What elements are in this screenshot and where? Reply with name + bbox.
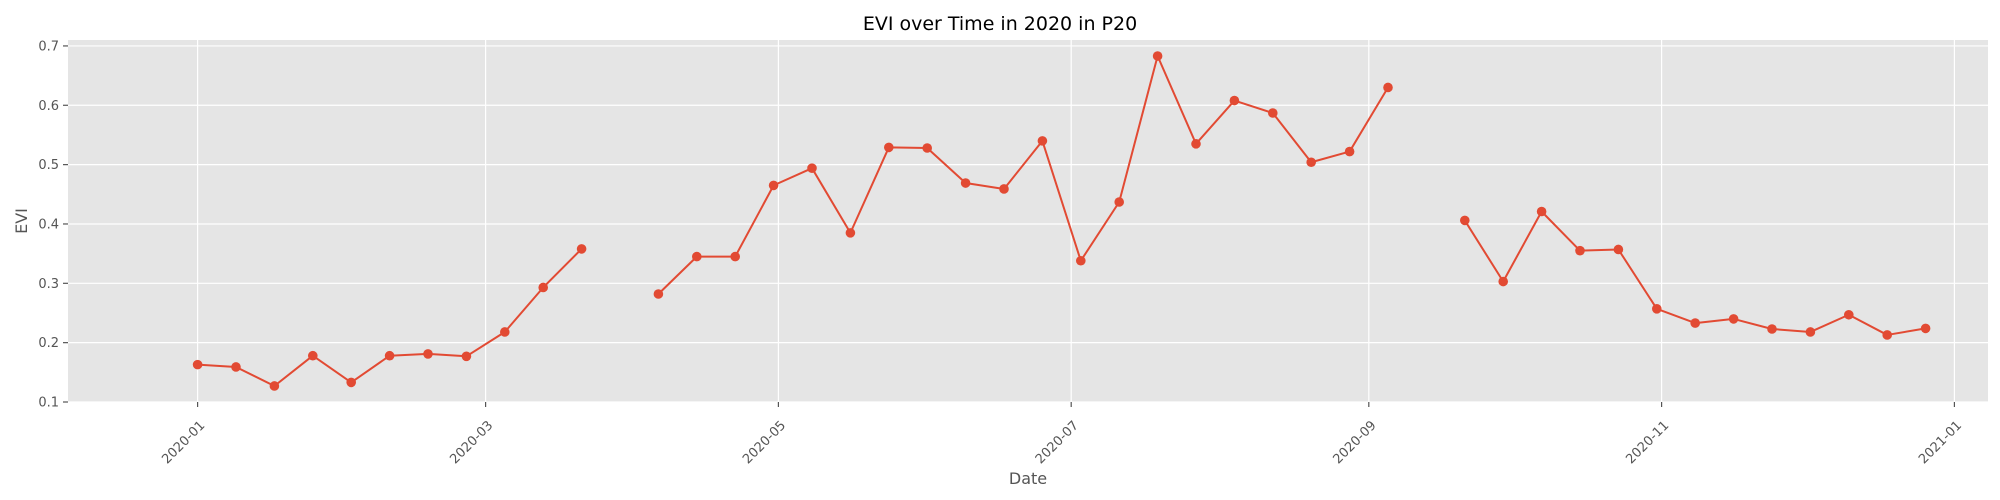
x-tick-label: 2020-01 <box>159 418 208 467</box>
data-point <box>576 244 587 254</box>
data-point <box>1114 197 1124 207</box>
data-point <box>1152 51 1163 61</box>
data-point <box>922 143 932 153</box>
data-point <box>1728 314 1739 324</box>
data-point <box>692 251 702 262</box>
x-tick-label: 2021-01 <box>1916 418 1965 467</box>
y-tick-label: 0.4 <box>38 217 59 232</box>
chart-title: EVI over Time in 2020 in P20 <box>863 13 1137 35</box>
plot-area <box>68 40 1988 402</box>
data-point <box>1882 330 1892 340</box>
x-tick-label: 2020-09 <box>1331 418 1380 467</box>
data-point <box>192 359 203 370</box>
data-point <box>1690 318 1700 328</box>
data-point <box>1613 244 1624 255</box>
data-point <box>1460 215 1470 226</box>
data-point <box>1920 323 1931 334</box>
data-point <box>1844 309 1854 320</box>
data-point <box>461 351 472 362</box>
x-axis-label: Date <box>1009 469 1047 488</box>
x-tick-label: 2020-05 <box>740 418 789 467</box>
data-point <box>308 350 318 361</box>
data-point <box>1229 95 1240 106</box>
data-point <box>845 228 856 238</box>
data-point <box>1037 136 1048 146</box>
data-point <box>1805 327 1816 337</box>
data-point <box>1652 304 1662 314</box>
data-point <box>1575 245 1585 256</box>
data-point <box>269 381 280 391</box>
data-point <box>884 142 894 153</box>
data-point <box>1268 108 1278 118</box>
data-point <box>384 350 395 361</box>
series-line-segment <box>657 55 1389 295</box>
data-point <box>1383 82 1393 93</box>
y-tick-label: 0.1 <box>38 396 59 411</box>
x-tick-label: 2020-11 <box>1623 418 1672 467</box>
x-tick-label: 2020-03 <box>447 418 496 467</box>
data-point <box>1306 157 1316 168</box>
data-point <box>346 377 357 388</box>
y-tick-label: 0.7 <box>38 39 59 54</box>
data-point <box>1498 276 1508 287</box>
data-point <box>730 251 740 262</box>
y-tick-label: 0.5 <box>38 158 59 173</box>
data-point <box>500 327 510 337</box>
y-axis-label: EVI <box>12 208 31 234</box>
y-tick-label: 0.6 <box>38 99 59 114</box>
data-point <box>653 289 664 299</box>
data-point <box>538 282 548 293</box>
data-point <box>1191 139 1201 149</box>
data-point <box>960 178 971 188</box>
data-point <box>999 184 1009 194</box>
data-point <box>768 180 779 191</box>
y-tick-label: 0.3 <box>38 277 59 292</box>
y-tick-label: 0.2 <box>38 336 59 351</box>
series-points <box>192 51 1931 391</box>
data-point <box>1767 324 1777 334</box>
data-point <box>807 163 817 173</box>
data-point <box>231 362 241 372</box>
x-tick-label: 2020-07 <box>1033 418 1082 467</box>
data-point <box>1076 255 1086 266</box>
data-point <box>1344 146 1355 157</box>
data-point <box>423 349 433 359</box>
data-point <box>1536 206 1547 217</box>
grid-lines <box>68 40 1988 403</box>
